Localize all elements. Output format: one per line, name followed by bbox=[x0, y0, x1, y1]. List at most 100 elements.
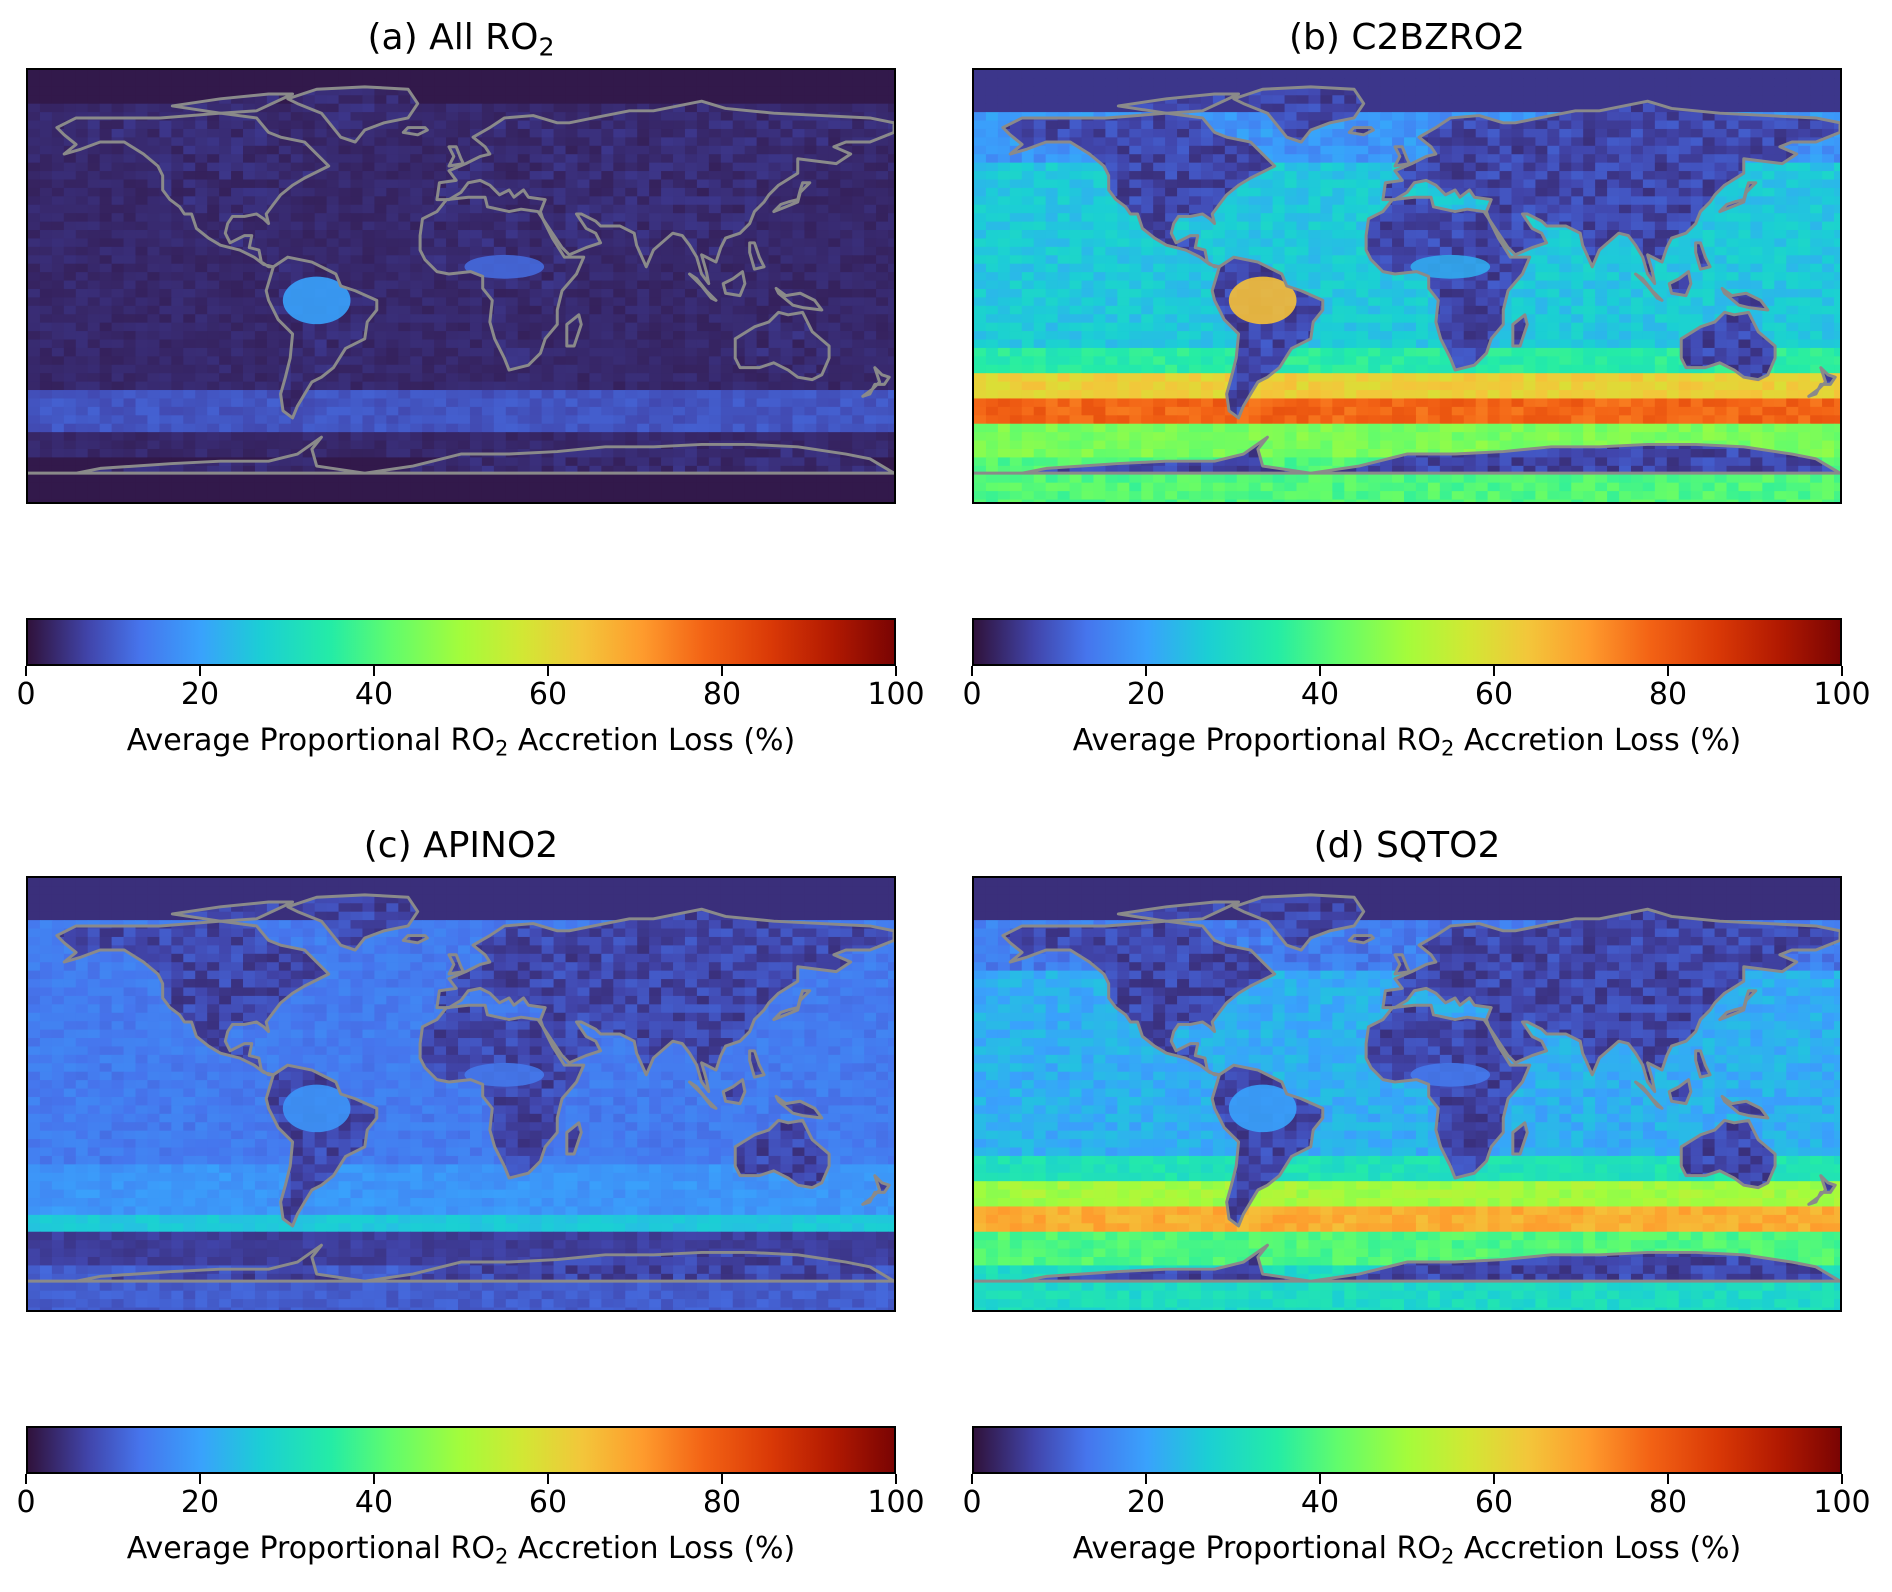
coastline-uk bbox=[447, 953, 465, 976]
colorbar-tick bbox=[25, 666, 27, 676]
colorbar-tick-label: 100 bbox=[1797, 1486, 1887, 1520]
colorbar-tick-label: 60 bbox=[1449, 678, 1539, 712]
map-frame bbox=[26, 68, 896, 504]
colorbar-tick bbox=[971, 666, 973, 676]
coastline-borneo bbox=[721, 270, 747, 298]
coastline-africa bbox=[418, 1003, 586, 1180]
panel-a: (a) All RO2 0 20 40 60 80 100 Average Proportio… bbox=[16, 0, 924, 780]
coastline-newguinea bbox=[774, 286, 824, 312]
coastlines bbox=[28, 85, 894, 475]
colorbar-tick-label: 0 bbox=[927, 1486, 1017, 1520]
colorbar-tick-label: 40 bbox=[1275, 678, 1365, 712]
coastline-arcticIslands bbox=[170, 92, 295, 115]
map-c bbox=[28, 878, 894, 1310]
amazon-region bbox=[1228, 1084, 1297, 1133]
colorbar-tick-label: 80 bbox=[1623, 1486, 1713, 1520]
coastline-greenland bbox=[1232, 85, 1366, 144]
coastline-arcticIslands bbox=[170, 900, 295, 923]
colorbar-tick-label: 80 bbox=[677, 678, 767, 712]
coastline-antarctica bbox=[974, 1243, 1840, 1283]
colorbar-tick bbox=[1841, 1474, 1843, 1484]
colorbar-tick-label: 80 bbox=[1623, 678, 1713, 712]
colorbar-label: Average Proportional RO2 Accretion Loss … bbox=[26, 724, 896, 759]
coastline-iceland bbox=[1347, 934, 1375, 945]
map-frame bbox=[972, 876, 1842, 1312]
amazon-region bbox=[282, 1084, 351, 1133]
coastline-antarctica bbox=[28, 1243, 894, 1283]
panel-title-text: (a) All RO bbox=[367, 17, 538, 58]
coastline-southAmerica bbox=[1210, 255, 1325, 420]
coastline-newguinea bbox=[1720, 1094, 1770, 1120]
colorbar-label: Average Proportional RO2 Accretion Loss … bbox=[26, 1532, 896, 1567]
colorbar-tick-label: 0 bbox=[0, 1486, 71, 1520]
coastline-iceland bbox=[401, 126, 429, 137]
panel-title: (d) SQTO2 bbox=[972, 826, 1842, 866]
colorbar-tick bbox=[373, 666, 375, 676]
colorbar-tick-label: 100 bbox=[1797, 678, 1887, 712]
central-africa-region bbox=[1410, 1062, 1491, 1087]
coastline-philippines bbox=[1694, 1049, 1712, 1079]
colorbar-tick bbox=[1667, 666, 1669, 676]
colorbar-tick-label: 60 bbox=[1449, 1486, 1539, 1520]
coastline-uk bbox=[447, 145, 465, 168]
coastline-australia bbox=[733, 1118, 831, 1190]
coastlines bbox=[974, 85, 1840, 475]
colorbar bbox=[26, 1426, 896, 1474]
colorbar-tick-label: 20 bbox=[155, 678, 245, 712]
map-a bbox=[28, 70, 894, 502]
central-africa-region bbox=[464, 254, 545, 279]
coastline-newzealand bbox=[1807, 1174, 1837, 1206]
colorbar-tick-label: 40 bbox=[329, 1486, 419, 1520]
coastline-sumatra bbox=[1634, 1080, 1664, 1110]
coastline-greenland bbox=[1232, 893, 1366, 952]
coastline-philippines bbox=[1694, 241, 1712, 271]
colorbar-tick bbox=[199, 1474, 201, 1484]
coastline-africa bbox=[1364, 1003, 1532, 1180]
coastline-newzealand bbox=[861, 1174, 891, 1206]
central-africa-region bbox=[464, 1062, 545, 1087]
colorbar-tick bbox=[971, 1474, 973, 1484]
coastline-japan bbox=[772, 989, 812, 1022]
colorbar-tick-label: 60 bbox=[503, 678, 593, 712]
coastline-southAmerica bbox=[1210, 1063, 1325, 1228]
colorbar bbox=[26, 618, 896, 666]
coastline-northAmerica bbox=[55, 111, 331, 269]
coastline-greenland bbox=[286, 893, 420, 952]
coastline-newguinea bbox=[774, 1094, 824, 1120]
coastline-sumatra bbox=[1634, 272, 1664, 302]
colorbar-tick bbox=[1493, 666, 1495, 676]
coastline-africa bbox=[1364, 195, 1532, 372]
coastline-antarctica bbox=[28, 435, 894, 475]
coastline-newzealand bbox=[1807, 366, 1837, 398]
colorbar-tick bbox=[1493, 1474, 1495, 1484]
colorbar-tick-label: 60 bbox=[503, 1486, 593, 1520]
panel-b: (b) C2BZRO2 0 20 40 60 80 100 Average Proportio… bbox=[962, 0, 1870, 780]
coastline-newzealand bbox=[861, 366, 891, 398]
colorbar-tick-label: 20 bbox=[1101, 678, 1191, 712]
map-frame bbox=[26, 876, 896, 1312]
coastline-australia bbox=[733, 310, 831, 382]
panel-title-text: (b) C2BZRO2 bbox=[1289, 17, 1525, 58]
colorbar-tick-label: 80 bbox=[677, 1486, 767, 1520]
colorbar-label: Average Proportional RO2 Accretion Loss … bbox=[972, 1532, 1842, 1567]
coastline-borneo bbox=[1667, 270, 1693, 298]
colorbar-label: Average Proportional RO2 Accretion Loss … bbox=[972, 724, 1842, 759]
coastline-madagascar bbox=[1511, 1121, 1529, 1156]
colorbar-tick-label: 0 bbox=[927, 678, 1017, 712]
panel-d: (d) SQTO2 0 20 40 60 80 100 Average Proportiona… bbox=[962, 808, 1870, 1588]
colorbar-tick bbox=[1319, 1474, 1321, 1484]
map-frame bbox=[972, 68, 1842, 504]
coastline-sumatra bbox=[688, 272, 718, 302]
coastline-borneo bbox=[721, 1078, 747, 1106]
colorbar-tick bbox=[1145, 666, 1147, 676]
coastline-japan bbox=[1718, 989, 1758, 1022]
colorbar-tick bbox=[1319, 666, 1321, 676]
coastline-madagascar bbox=[1511, 313, 1529, 348]
colorbar-tick bbox=[895, 1474, 897, 1484]
panel-title-text: (d) SQTO2 bbox=[1314, 825, 1501, 866]
map-d bbox=[974, 878, 1840, 1310]
coastline-sumatra bbox=[688, 1080, 718, 1110]
colorbar-tick bbox=[373, 1474, 375, 1484]
coastline-madagascar bbox=[565, 313, 583, 348]
colorbar bbox=[972, 1426, 1842, 1474]
